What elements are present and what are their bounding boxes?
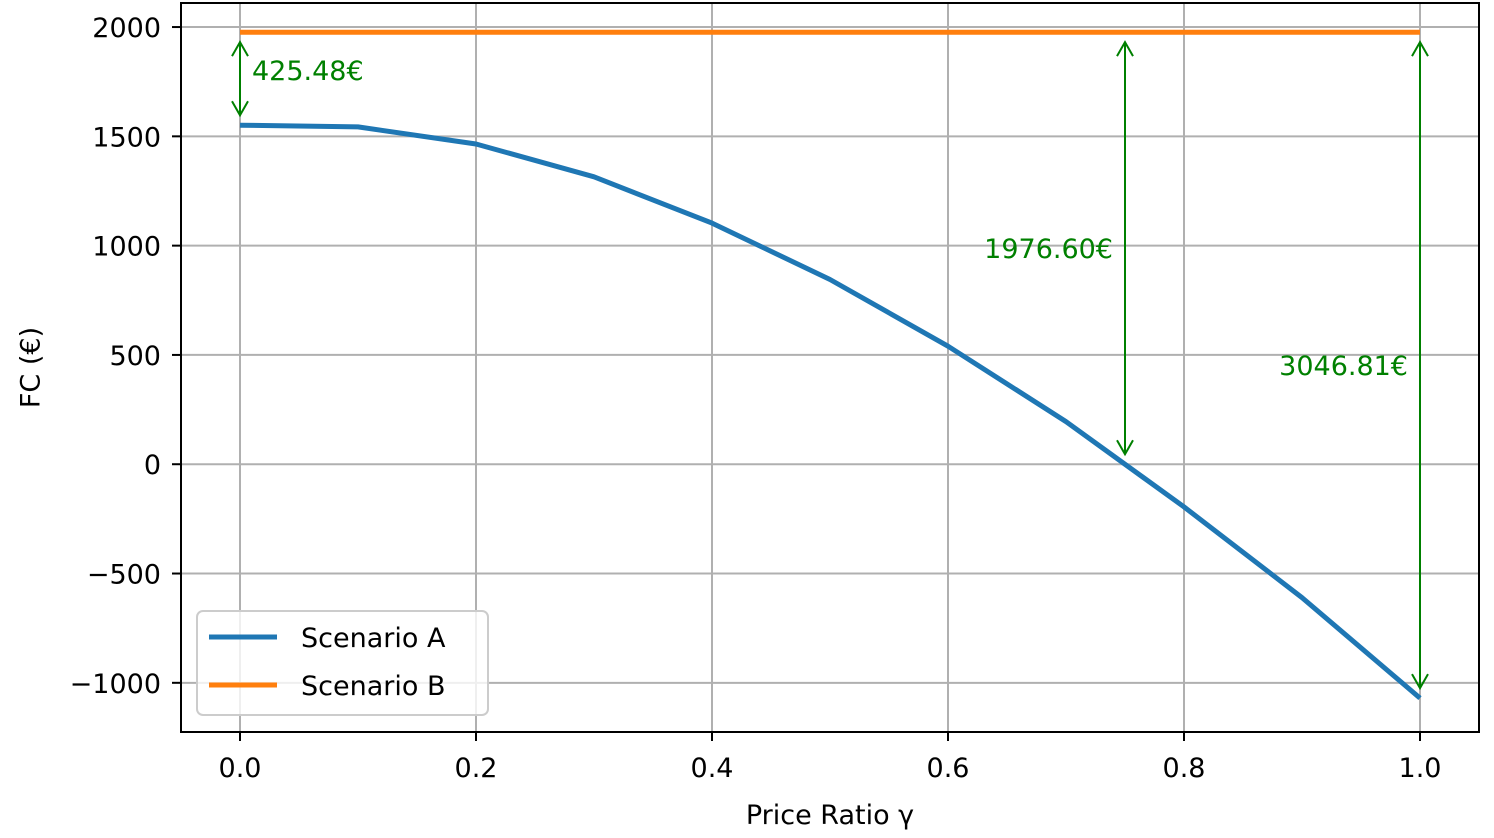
arrowhead-up-icon [1411, 40, 1429, 57]
y-tick-label: 1000 [92, 232, 161, 263]
axis-ticks: 0.0 0.2 0.4 0.6 0.8 1.0 −1000 −500 0 500 1000 1500 2… [70, 13, 1442, 784]
annotation-label: 3046.81€ [1279, 351, 1408, 382]
annotations: 425.48€ 1976.60€ 3046.81€ [231, 40, 1429, 691]
arrowhead-up-icon [1116, 40, 1134, 57]
legend-label: Scenario B [301, 671, 445, 702]
y-tick-label: 0 [144, 450, 161, 481]
x-axis-label: Price Ratio γ [746, 800, 914, 831]
x-tick-label: 0.2 [455, 753, 498, 784]
arrowhead-up-icon [231, 40, 249, 57]
x-tick-label: 0.6 [927, 753, 970, 784]
y-tick-label: 500 [109, 341, 161, 372]
annotation-label: 1976.60€ [984, 234, 1113, 265]
annotation-label: 425.48€ [252, 56, 364, 87]
x-tick-label: 0.0 [219, 753, 262, 784]
y-tick-label: 1500 [92, 122, 161, 153]
legend: Scenario A Scenario B [196, 610, 489, 716]
x-tick-label: 1.0 [1399, 753, 1442, 784]
x-tick-label: 0.4 [691, 753, 734, 784]
legend-label: Scenario A [301, 623, 446, 654]
series-line-scenario-a [239, 122, 1422, 701]
y-axis-label: FC (€) [15, 327, 46, 408]
series-lines [239, 29, 1422, 701]
arrowhead-down-icon [231, 100, 249, 118]
y-tick-label: 2000 [92, 13, 161, 44]
y-tick-label: −500 [87, 560, 161, 591]
x-tick-label: 0.8 [1163, 753, 1206, 784]
arrowhead-down-icon [1116, 439, 1134, 457]
arrowhead-down-icon [1411, 673, 1429, 691]
y-tick-label: −1000 [70, 669, 161, 700]
plot-frame [180, 2, 1480, 733]
